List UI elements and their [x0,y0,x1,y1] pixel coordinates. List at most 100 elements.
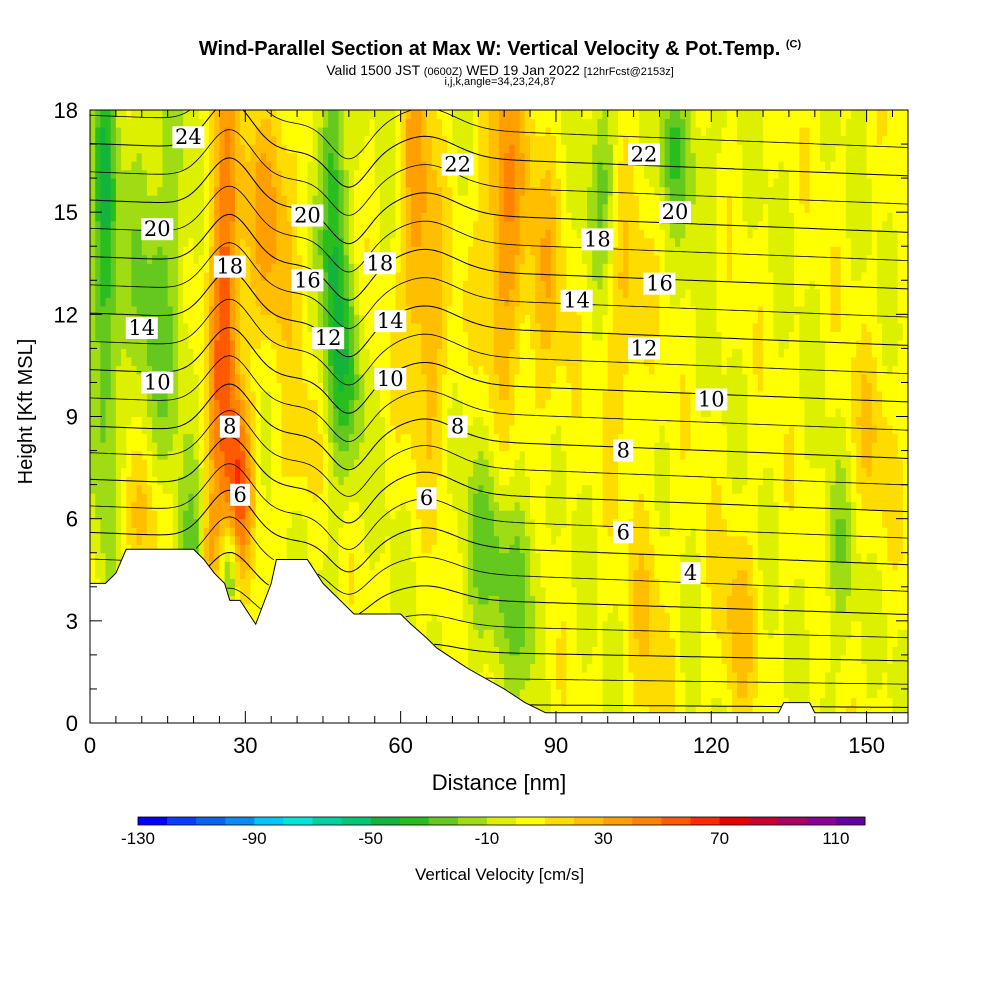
velocity-cell [291,135,298,145]
velocity-cell [136,476,143,486]
velocity-cell [338,476,345,486]
velocity-cell [178,178,184,188]
velocity-cell [302,195,309,205]
velocity-cell [395,220,402,230]
velocity-cell [405,493,412,503]
velocity-cell [146,161,153,171]
velocity-cell [209,382,215,392]
velocity-cell [405,280,412,290]
velocity-cell [95,382,101,392]
velocity-cell [183,322,189,332]
velocity-cell [276,322,283,332]
velocity-cell [245,518,252,528]
velocity-cell [348,237,355,247]
velocity-cell [322,433,329,443]
velocity-cell [178,365,184,375]
velocity-cell [374,510,381,520]
velocity-cell [198,382,205,392]
velocity-cell [410,365,417,375]
velocity-cell [276,348,283,358]
velocity-cell [302,169,309,179]
velocity-cell [90,186,96,196]
velocity-cell [183,416,189,426]
velocity-cell [369,544,376,554]
velocity-cell [131,518,138,528]
velocity-cell [405,561,412,571]
velocity-cell [115,237,122,247]
velocity-cell [209,390,215,401]
velocity-cell [224,493,231,503]
velocity-cell [167,280,174,290]
velocity-cell [105,407,112,418]
velocity-cell [405,527,412,537]
velocity-cell [405,416,412,426]
velocity-cell [281,186,288,196]
velocity-cell [95,544,101,554]
chart-title: Wind-Parallel Section at Max W: Vertical… [198,38,802,60]
velocity-cell [354,254,360,264]
velocity-cell [410,152,417,162]
velocity-cell [219,552,226,562]
velocity-cell [364,569,371,579]
velocity-cell [266,110,272,120]
velocity-cell [95,552,101,562]
velocity-cell [431,229,438,239]
velocity-cell [183,510,189,520]
velocity-cell [141,271,148,281]
velocity-cell [90,127,96,137]
velocity-cell [379,535,386,545]
velocity-cell [121,425,127,435]
velocity-cell [405,552,412,562]
velocity-cell [172,322,179,332]
velocity-cell [364,459,371,469]
velocity-cell [312,254,319,264]
velocity-cell [115,365,122,375]
velocity-cell [234,280,241,290]
velocity-cell [405,339,412,349]
velocity-cell [136,450,143,460]
velocity-cell [172,459,179,469]
velocity-cell [146,527,153,537]
velocity-cell [100,169,107,179]
velocity-cell [390,161,397,171]
velocity-cell [317,365,324,375]
velocity-cell [90,407,96,418]
velocity-cell [312,356,319,367]
velocity-cell [302,365,309,375]
velocity-cell [385,459,391,469]
velocity-cell [229,339,236,349]
velocity-cell [234,203,241,213]
velocity-cell [322,544,329,554]
velocity-cell [178,544,184,554]
velocity-cell [312,442,319,452]
velocity-cell [245,110,252,120]
velocity-cell [115,110,122,120]
velocity-cell [240,297,246,307]
velocity-cell [385,450,391,460]
velocity-cell [343,203,350,213]
velocity-cell [131,212,138,222]
velocity-cell [338,186,345,196]
velocity-cell [286,280,293,290]
velocity-cell [297,450,303,460]
velocity-cell [260,595,267,605]
velocity-cell [172,280,179,290]
velocity-cell [348,416,355,426]
velocity-cell [224,169,231,179]
velocity-cell [152,161,158,171]
velocity-cell [198,169,205,179]
velocity-cell [421,459,428,469]
velocity-cell [183,476,189,486]
velocity-cell [234,288,241,298]
velocity-cell [152,433,158,443]
velocity-cell [95,518,101,528]
velocity-cell [400,263,407,273]
velocity-cell [328,246,334,256]
velocity-cell [338,484,345,494]
velocity-cell [146,501,153,511]
velocity-cell [162,544,169,554]
velocity-cell [421,535,428,545]
velocity-cell [260,288,267,298]
velocity-cell [286,237,293,247]
velocity-cell [385,195,391,205]
